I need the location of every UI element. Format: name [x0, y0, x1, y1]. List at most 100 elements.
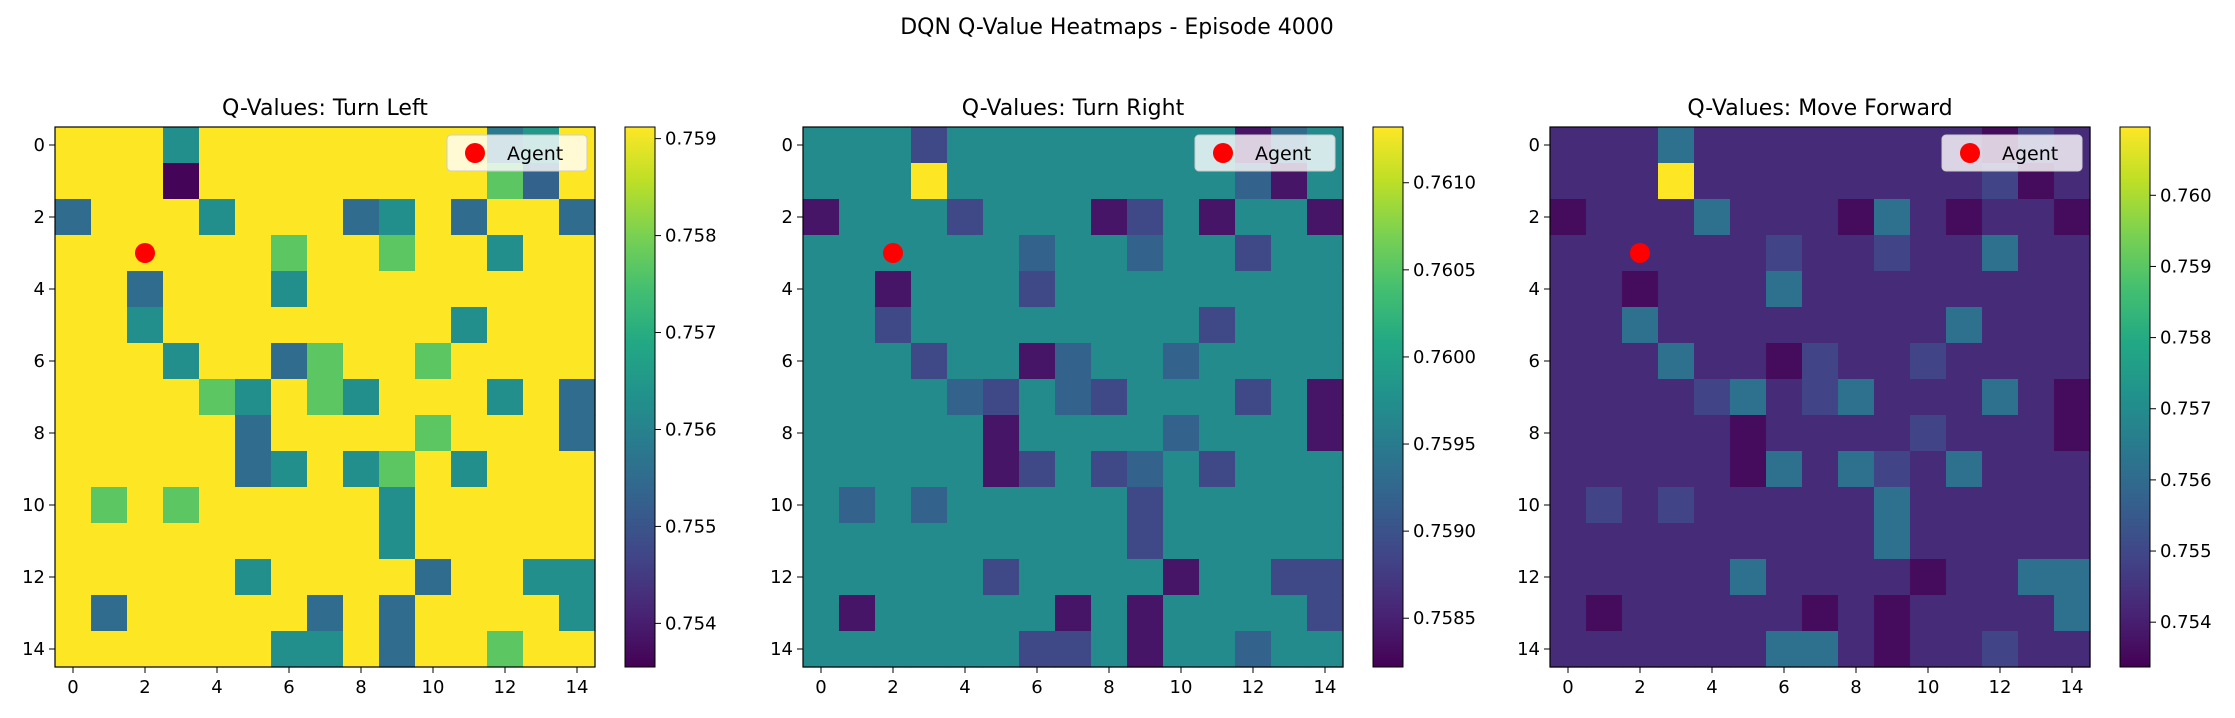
heatmap-cell	[1091, 163, 1128, 200]
heatmap-cell	[1910, 235, 1947, 272]
heatmap-cell	[1586, 235, 1623, 272]
heatmap-cell	[1307, 631, 1344, 668]
colorbar-tick-label: 0.758	[2160, 328, 2212, 349]
heatmap-cell	[1982, 631, 2019, 668]
heatmap-cell	[1019, 199, 1056, 236]
heatmap-cell	[487, 415, 524, 452]
heatmap-cell	[271, 559, 308, 596]
heatmap-cell	[1874, 163, 1911, 200]
x-tick-label: 4	[1706, 677, 1717, 698]
heatmap-cell	[451, 595, 488, 632]
heatmap-cell	[1235, 523, 1272, 560]
heatmap-cell	[199, 451, 236, 488]
heatmap-cell	[1550, 379, 1587, 416]
y-tick-label: 6	[1529, 351, 1540, 372]
heatmap-cell	[271, 127, 308, 164]
panel-title: Q-Values: Turn Right	[962, 96, 1185, 121]
heatmap-cell	[235, 127, 272, 164]
heatmap-cell	[307, 451, 344, 488]
heatmap-cell	[1127, 343, 1164, 380]
colorbar	[624, 126, 656, 668]
heatmap-cell	[947, 271, 984, 308]
heatmap-cell	[875, 343, 912, 380]
heatmap-cell	[1163, 487, 1200, 524]
heatmap-cell	[1730, 523, 1767, 560]
colorbar-tick-label: 0.757	[665, 323, 717, 344]
heatmap-cell	[1946, 559, 1983, 596]
heatmap-cell	[911, 595, 948, 632]
heatmap-cell	[1163, 199, 1200, 236]
heatmap-cell	[1127, 523, 1164, 560]
agent-marker	[135, 243, 155, 263]
heatmap-cell	[343, 343, 380, 380]
heatmap-cell	[1838, 415, 1875, 452]
heatmap-cell	[127, 163, 164, 200]
heatmap-cell	[1307, 487, 1344, 524]
heatmap-cell	[1622, 307, 1659, 344]
heatmap-cell	[415, 379, 452, 416]
heatmap-cell	[911, 127, 948, 164]
heatmap-cell	[1055, 307, 1092, 344]
heatmap-cell	[235, 235, 272, 272]
heatmap-cell	[379, 343, 416, 380]
heatmap-cell	[1946, 307, 1983, 344]
y-tick-label: 14	[1517, 639, 1540, 660]
x-tick-label: 2	[1634, 677, 1645, 698]
heatmap-cell	[911, 415, 948, 452]
heatmap-cell	[875, 199, 912, 236]
heatmap-cell	[199, 235, 236, 272]
heatmap-cell	[1199, 235, 1236, 272]
heatmap-cell	[1766, 307, 1803, 344]
heatmap-cell	[1982, 523, 2019, 560]
heatmap-cell	[1946, 595, 1983, 632]
heatmap-cell	[1874, 271, 1911, 308]
heatmap-cell	[1802, 343, 1839, 380]
heatmap-cell	[1838, 307, 1875, 344]
heatmap-cell	[451, 199, 488, 236]
heatmap-cell	[307, 631, 344, 668]
heatmap-cell	[2054, 199, 2091, 236]
heatmap-cell	[1766, 199, 1803, 236]
heatmap-cell	[379, 271, 416, 308]
heatmap-cell	[1694, 631, 1731, 668]
legend-label: Agent	[507, 143, 563, 165]
heatmap-cell	[911, 163, 948, 200]
heatmap-cell	[803, 199, 840, 236]
heatmap-cell	[1091, 523, 1128, 560]
heatmap-cell	[1586, 307, 1623, 344]
heatmap-cell	[1658, 271, 1695, 308]
heatmap-cell	[559, 379, 596, 416]
heatmap-cell	[911, 343, 948, 380]
heatmap-cell	[343, 379, 380, 416]
heatmap-cell	[1127, 271, 1164, 308]
heatmap-cell	[1163, 631, 1200, 668]
heatmap-cell	[983, 307, 1020, 344]
heatmap-cell	[1874, 379, 1911, 416]
heatmap-cell	[1163, 451, 1200, 488]
heatmap-cell	[55, 163, 92, 200]
heatmap-cell	[2018, 559, 2055, 596]
heatmap-cell	[1019, 559, 1056, 596]
heatmap-cell	[1730, 631, 1767, 668]
heatmap-cell	[1127, 631, 1164, 668]
heatmap-cell	[839, 451, 876, 488]
heatmap-cell	[487, 271, 524, 308]
heatmap-cell	[487, 307, 524, 344]
heatmap-cell	[1838, 163, 1875, 200]
heatmap-cell	[127, 307, 164, 344]
heatmap-cell	[415, 595, 452, 632]
colorbar-tick-label: 0.755	[2160, 541, 2212, 562]
heatmap-cell	[235, 595, 272, 632]
heatmap-cell	[983, 523, 1020, 560]
heatmap-cell	[1802, 451, 1839, 488]
heatmap-cell	[1910, 343, 1947, 380]
heatmap-cell	[523, 199, 560, 236]
heatmap-cell	[559, 631, 596, 668]
heatmap-cell	[1055, 451, 1092, 488]
heatmap-cell	[1271, 343, 1308, 380]
heatmap-cell	[163, 631, 200, 668]
heatmap-cell	[523, 631, 560, 668]
heatmap-cell	[1163, 127, 1200, 164]
heatmap-cell	[559, 595, 596, 632]
